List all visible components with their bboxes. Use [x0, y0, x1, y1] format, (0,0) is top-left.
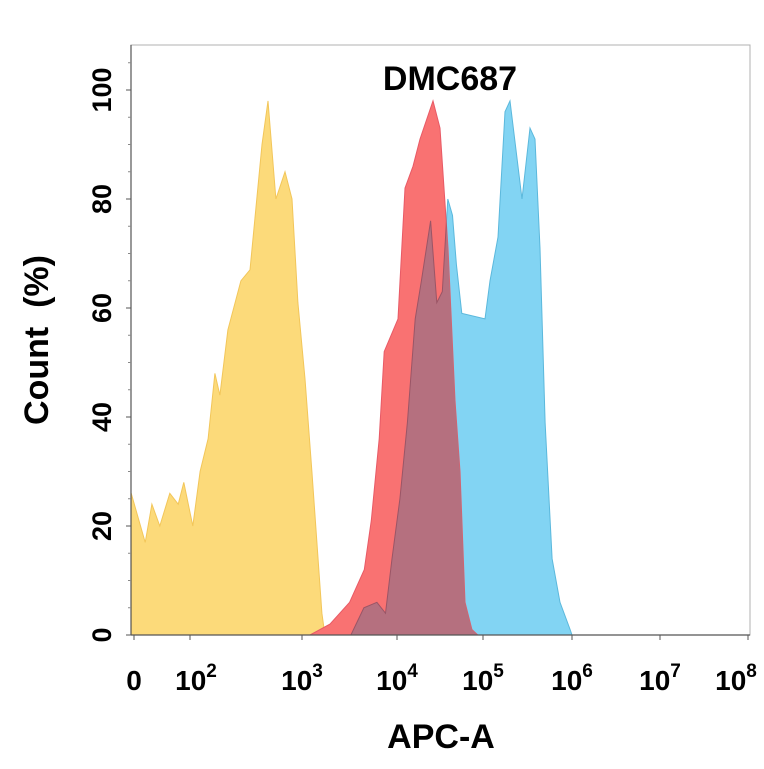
ticks-layer: 0 20 40 60 80 100 0 102 103 104 105 106 107 108	[87, 62, 757, 696]
series-layer	[130, 99, 573, 636]
x-tick-label: 106	[551, 661, 593, 696]
x-tick-label: 102	[175, 661, 217, 696]
x-tick-label: 104	[376, 661, 418, 696]
x-tick-label: 103	[281, 661, 323, 696]
x-tick-label: 105	[462, 661, 504, 696]
y-axis-label: Count (%)	[18, 255, 56, 425]
x-tick-label: 107	[639, 661, 681, 696]
y-tick-label: 100	[87, 67, 117, 112]
x-axis-label: APC-A	[387, 718, 495, 756]
y-tick-label: 0	[87, 627, 117, 642]
x-tick-label: 0	[126, 665, 142, 696]
histogram-yellow	[130, 100, 326, 636]
y-tick-label: 40	[87, 402, 117, 432]
x-tick-label: 108	[715, 661, 757, 696]
chart-title: DMC687	[383, 60, 517, 98]
y-tick-label: 80	[87, 184, 117, 214]
y-tick-label: 20	[87, 511, 117, 541]
y-tick-label: 60	[87, 293, 117, 323]
